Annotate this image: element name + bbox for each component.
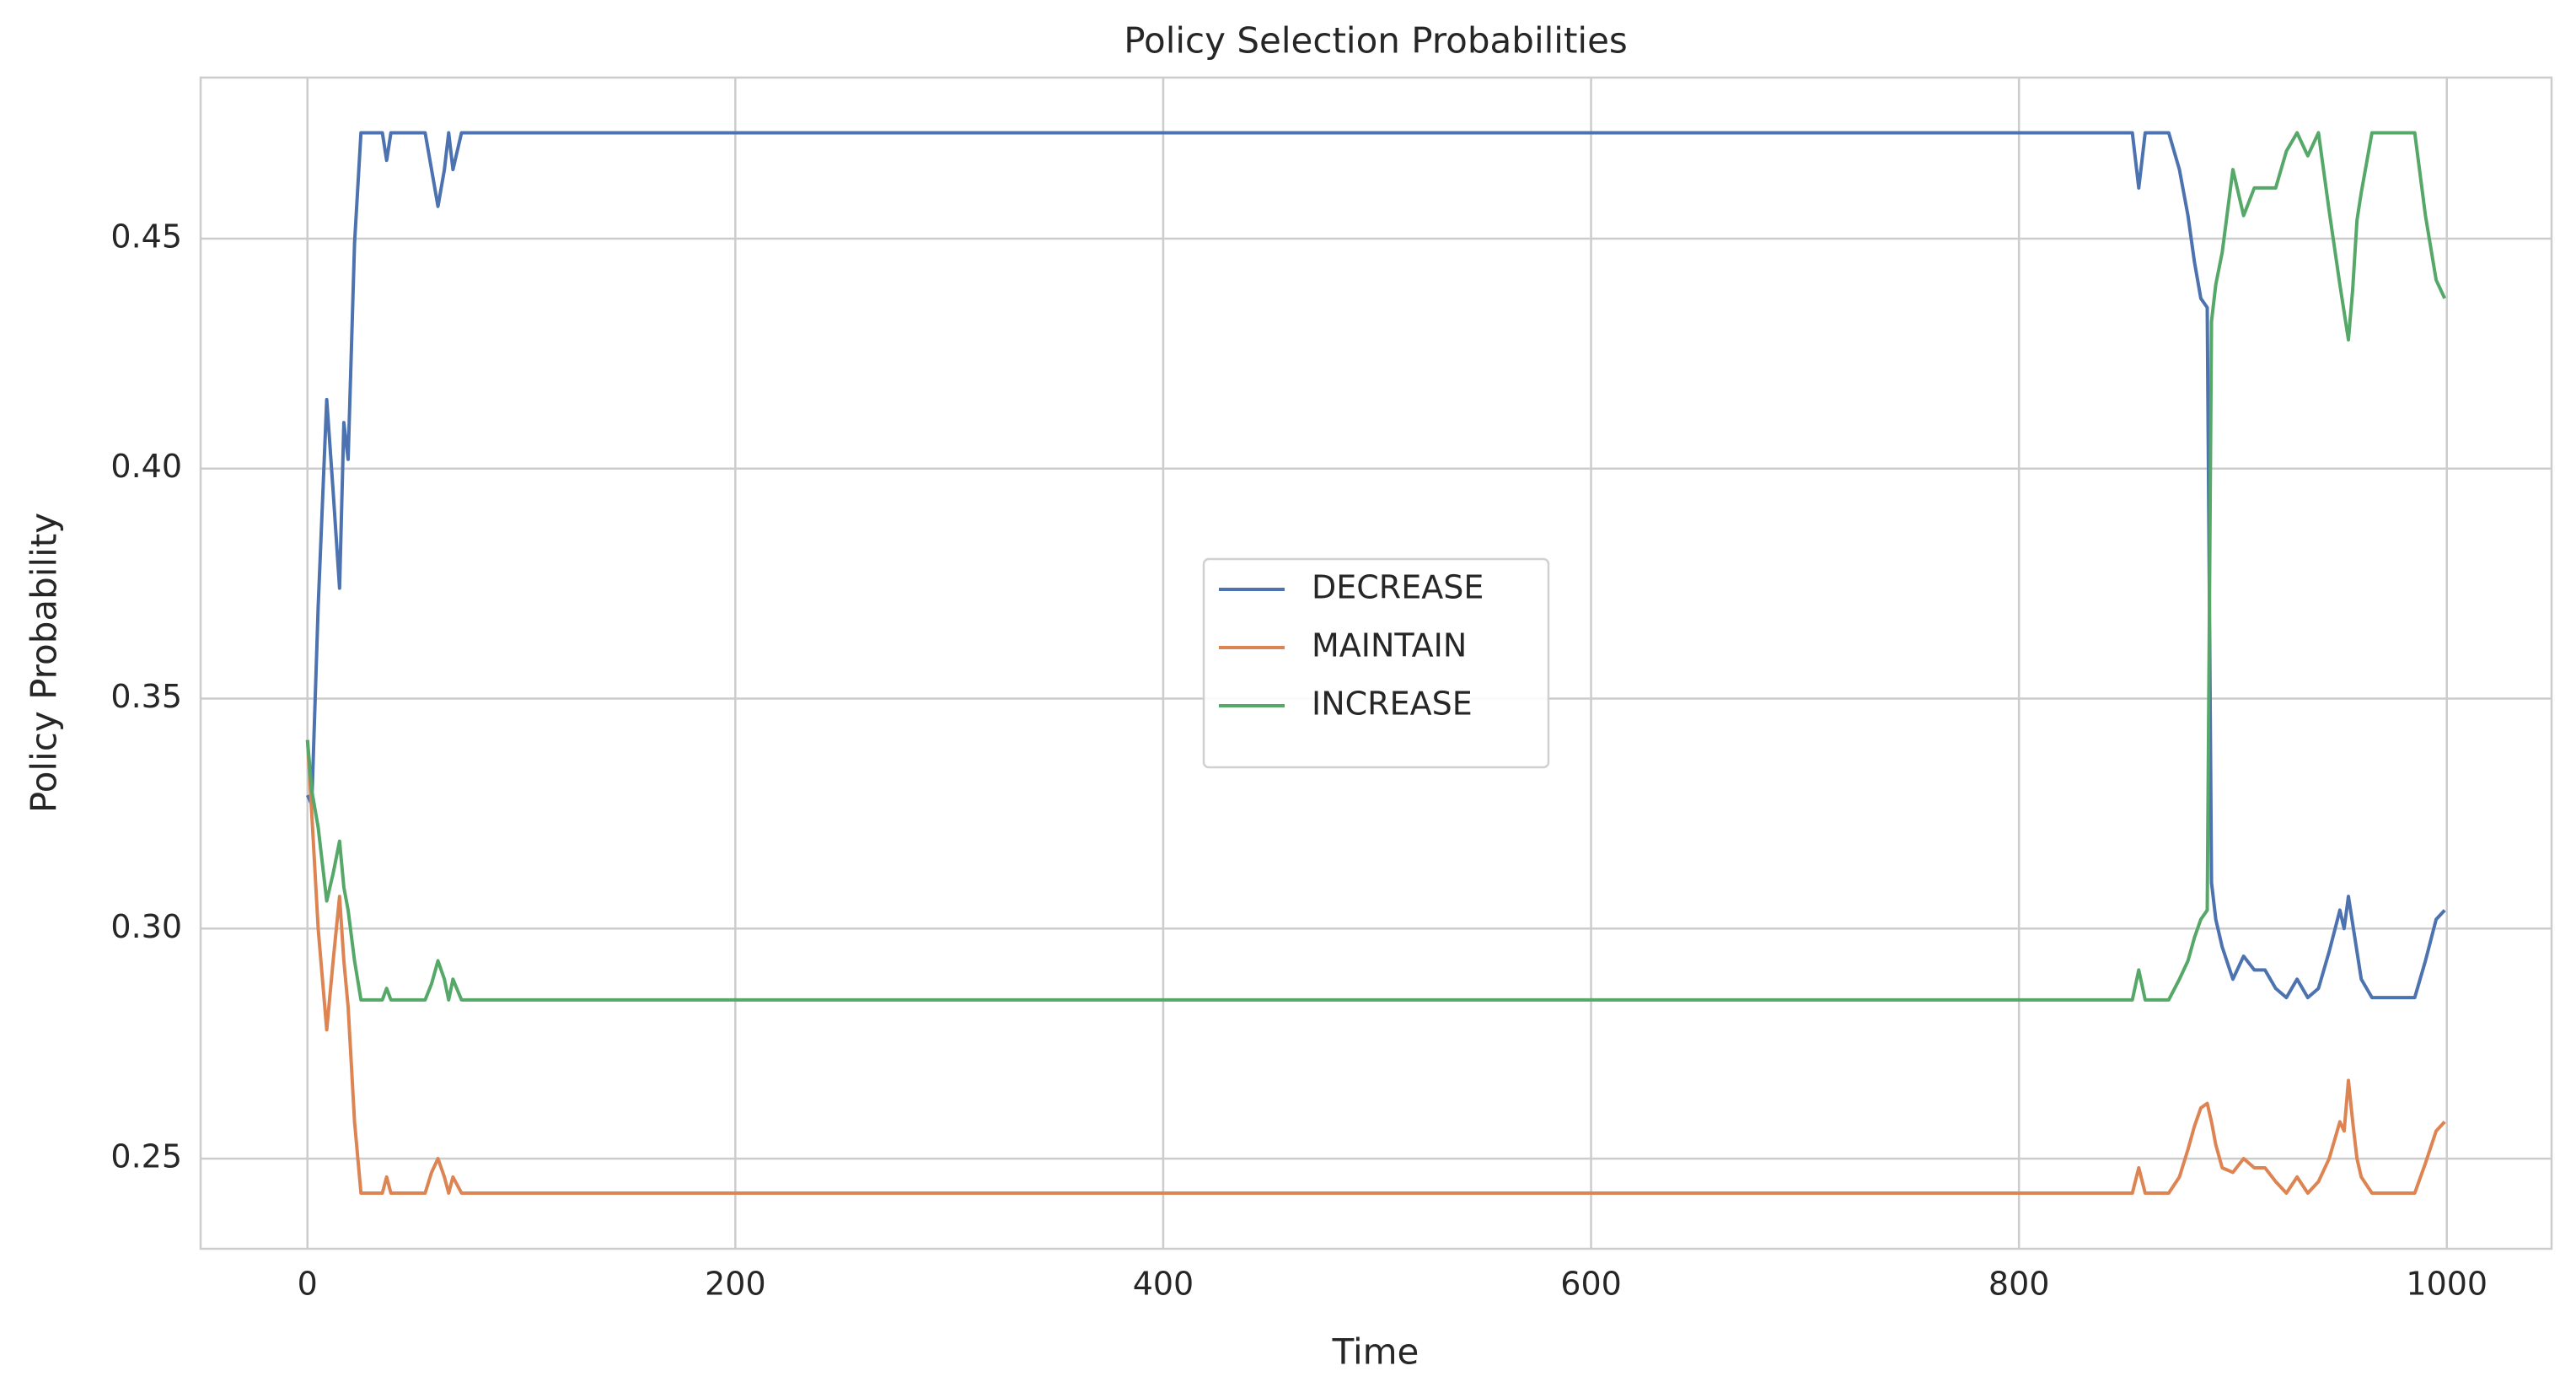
legend-label: DECREASE [1312,569,1484,606]
data-line [305,131,2447,1002]
x-tick-label: 0 [298,1266,318,1303]
legend-label: MAINTAIN [1312,627,1467,664]
x-tick-label: 800 [1988,1266,2050,1303]
data-line [305,131,2446,1000]
x-tick-label: 200 [705,1266,766,1303]
legend-label: INCREASE [1312,686,1473,723]
x-tick-label: 1000 [2406,1266,2487,1303]
data-line [305,739,2446,1195]
y-tick-label: 0.40 [110,448,182,485]
y-tick-label: 0.25 [110,1138,182,1175]
y-tick-label: 0.45 [110,218,182,255]
legend-box [1202,557,1550,769]
x-tick-label: 400 [1133,1266,1194,1303]
y-tick-label: 0.35 [110,678,182,715]
y-axis-label: Policy Probability [24,513,65,813]
x-tick-label: 600 [1560,1266,1622,1303]
plot-frame [199,76,2553,1250]
x-axis-label: Time [1332,1331,1419,1373]
y-tick-label: 0.30 [110,908,182,945]
legend: DECREASE MAINTAIN INCREASE [1202,557,1550,769]
chart-title: Policy Selection Probabilities [1124,20,1628,62]
